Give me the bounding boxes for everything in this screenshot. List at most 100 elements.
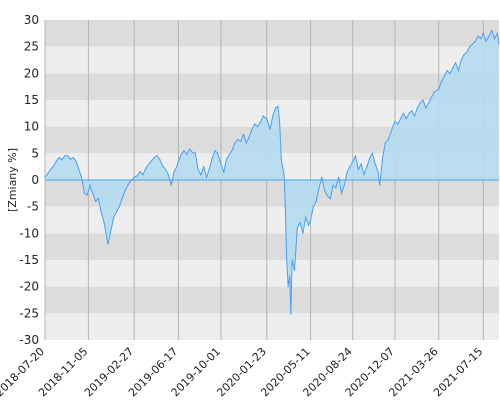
data-point: [208, 168, 210, 170]
data-point: [64, 155, 66, 157]
data-point: [256, 126, 259, 128]
data-point: [214, 150, 216, 152]
data-point: [346, 171, 348, 173]
data-point: [110, 230, 112, 232]
y-tick-label: -15: [19, 253, 39, 267]
data-point: [89, 184, 91, 186]
data-point: [170, 184, 172, 186]
data-point: [262, 115, 264, 117]
data-point: [217, 152, 219, 154]
data-point: [485, 40, 487, 42]
data-point: [408, 112, 410, 114]
x-axis-ticks: 2018-07-202018-11-052019-02-272019-06-17…: [0, 345, 485, 399]
data-point: [321, 176, 323, 178]
data-point: [366, 166, 368, 168]
data-point: [471, 43, 474, 45]
data-point: [50, 168, 52, 170]
data-point: [430, 96, 433, 98]
data-point: [332, 184, 334, 186]
data-point: [460, 59, 462, 61]
y-tick-label: -20: [19, 280, 39, 294]
data-point: [291, 259, 293, 261]
data-point: [283, 174, 285, 176]
grid-band: [45, 20, 499, 47]
data-point: [176, 166, 178, 168]
data-point: [183, 150, 185, 152]
data-point: [440, 80, 443, 82]
y-tick-label: 0: [31, 173, 39, 187]
data-point: [338, 176, 340, 178]
data-point: [156, 154, 158, 157]
data-point: [455, 62, 457, 64]
data-point: [211, 158, 213, 160]
data-point: [78, 168, 80, 170]
data-point: [326, 195, 329, 197]
data-point: [414, 115, 416, 117]
data-point: [335, 187, 337, 189]
data-point: [162, 165, 164, 167]
data-point: [254, 123, 256, 125]
data-point: [61, 159, 63, 161]
data-point: [363, 174, 365, 176]
y-tick-label: 10: [24, 120, 39, 134]
data-point: [103, 222, 105, 224]
data-point: [315, 200, 317, 202]
data-point: [329, 198, 331, 200]
data-point: [480, 38, 482, 40]
data-point: [242, 134, 245, 136]
data-point: [52, 165, 55, 167]
data-point: [285, 254, 288, 256]
data-point: [498, 43, 500, 45]
y-tick-label: -25: [19, 306, 39, 320]
data-point: [167, 174, 169, 176]
data-point: [266, 118, 268, 120]
data-point: [390, 131, 392, 133]
grid-band: [45, 46, 499, 74]
data-point: [107, 243, 109, 245]
data-point: [379, 184, 381, 186]
data-point: [47, 173, 49, 175]
grid-band: [45, 286, 499, 314]
data-point: [488, 35, 490, 37]
data-point: [428, 102, 430, 104]
data-point: [449, 72, 451, 74]
data-point: [394, 120, 396, 122]
data-point: [159, 159, 161, 161]
data-point: [357, 168, 359, 170]
data-point: [307, 224, 310, 226]
data-point: [203, 166, 205, 168]
y-tick-label: 15: [24, 93, 39, 107]
data-point: [422, 99, 424, 101]
data-point: [66, 154, 69, 157]
data-point: [381, 158, 384, 160]
data-point: [477, 35, 479, 37]
data-point: [305, 216, 307, 218]
data-point: [75, 160, 77, 162]
data-point: [482, 32, 484, 34]
data-point: [245, 142, 247, 144]
data-point: [83, 192, 85, 194]
data-point: [92, 192, 94, 194]
data-point: [124, 190, 126, 192]
data-point: [129, 180, 132, 182]
data-point: [466, 51, 468, 53]
data-point: [197, 168, 199, 170]
data-point: [299, 222, 301, 224]
data-point: [371, 152, 374, 154]
data-point: [200, 174, 202, 176]
data-point: [463, 54, 465, 56]
data-point: [411, 110, 413, 112]
data-point: [443, 75, 445, 77]
data-point: [180, 153, 182, 155]
data-point: [86, 194, 88, 196]
data-point: [72, 157, 74, 159]
data-point: [399, 118, 402, 120]
data-point: [259, 121, 261, 123]
y-axis-label: [Zmiany %]: [6, 148, 19, 212]
data-point: [226, 158, 228, 160]
grid-band: [45, 260, 499, 287]
data-point: [433, 91, 435, 93]
data-point: [452, 67, 454, 69]
data-point: [95, 200, 97, 202]
data-point: [113, 216, 115, 218]
